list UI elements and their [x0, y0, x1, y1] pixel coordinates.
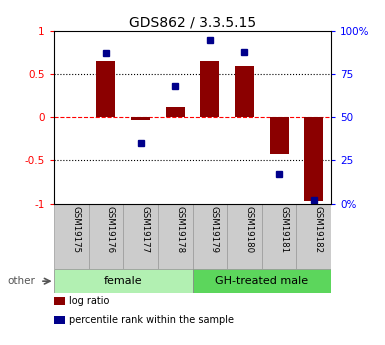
Text: GSM19178: GSM19178 — [175, 206, 184, 253]
Text: GSM19181: GSM19181 — [279, 206, 288, 253]
Text: GSM19176: GSM19176 — [106, 206, 115, 253]
Bar — [270, 117, 289, 154]
Bar — [89, 204, 123, 269]
Text: percentile rank within the sample: percentile rank within the sample — [69, 315, 234, 325]
Bar — [262, 204, 296, 269]
Bar — [235, 66, 254, 117]
Bar — [227, 204, 262, 269]
Bar — [296, 204, 331, 269]
Text: GSM19177: GSM19177 — [141, 206, 149, 253]
Text: other: other — [8, 276, 35, 286]
Text: GH-treated male: GH-treated male — [215, 276, 308, 286]
Bar — [192, 269, 331, 293]
Text: GSM19180: GSM19180 — [244, 206, 253, 253]
Bar — [192, 204, 227, 269]
Text: log ratio: log ratio — [69, 296, 109, 306]
Title: GDS862 / 3.3.5.15: GDS862 / 3.3.5.15 — [129, 16, 256, 30]
Bar — [123, 204, 158, 269]
Text: female: female — [104, 276, 142, 286]
Bar — [54, 269, 192, 293]
Bar — [54, 204, 89, 269]
Bar — [200, 61, 219, 117]
Bar — [158, 204, 192, 269]
Text: GSM19175: GSM19175 — [71, 206, 80, 253]
Text: GSM19182: GSM19182 — [314, 206, 323, 253]
Bar — [96, 61, 116, 117]
Bar — [131, 117, 150, 120]
Text: GSM19179: GSM19179 — [210, 206, 219, 253]
Bar — [166, 107, 185, 117]
Bar — [304, 117, 323, 201]
